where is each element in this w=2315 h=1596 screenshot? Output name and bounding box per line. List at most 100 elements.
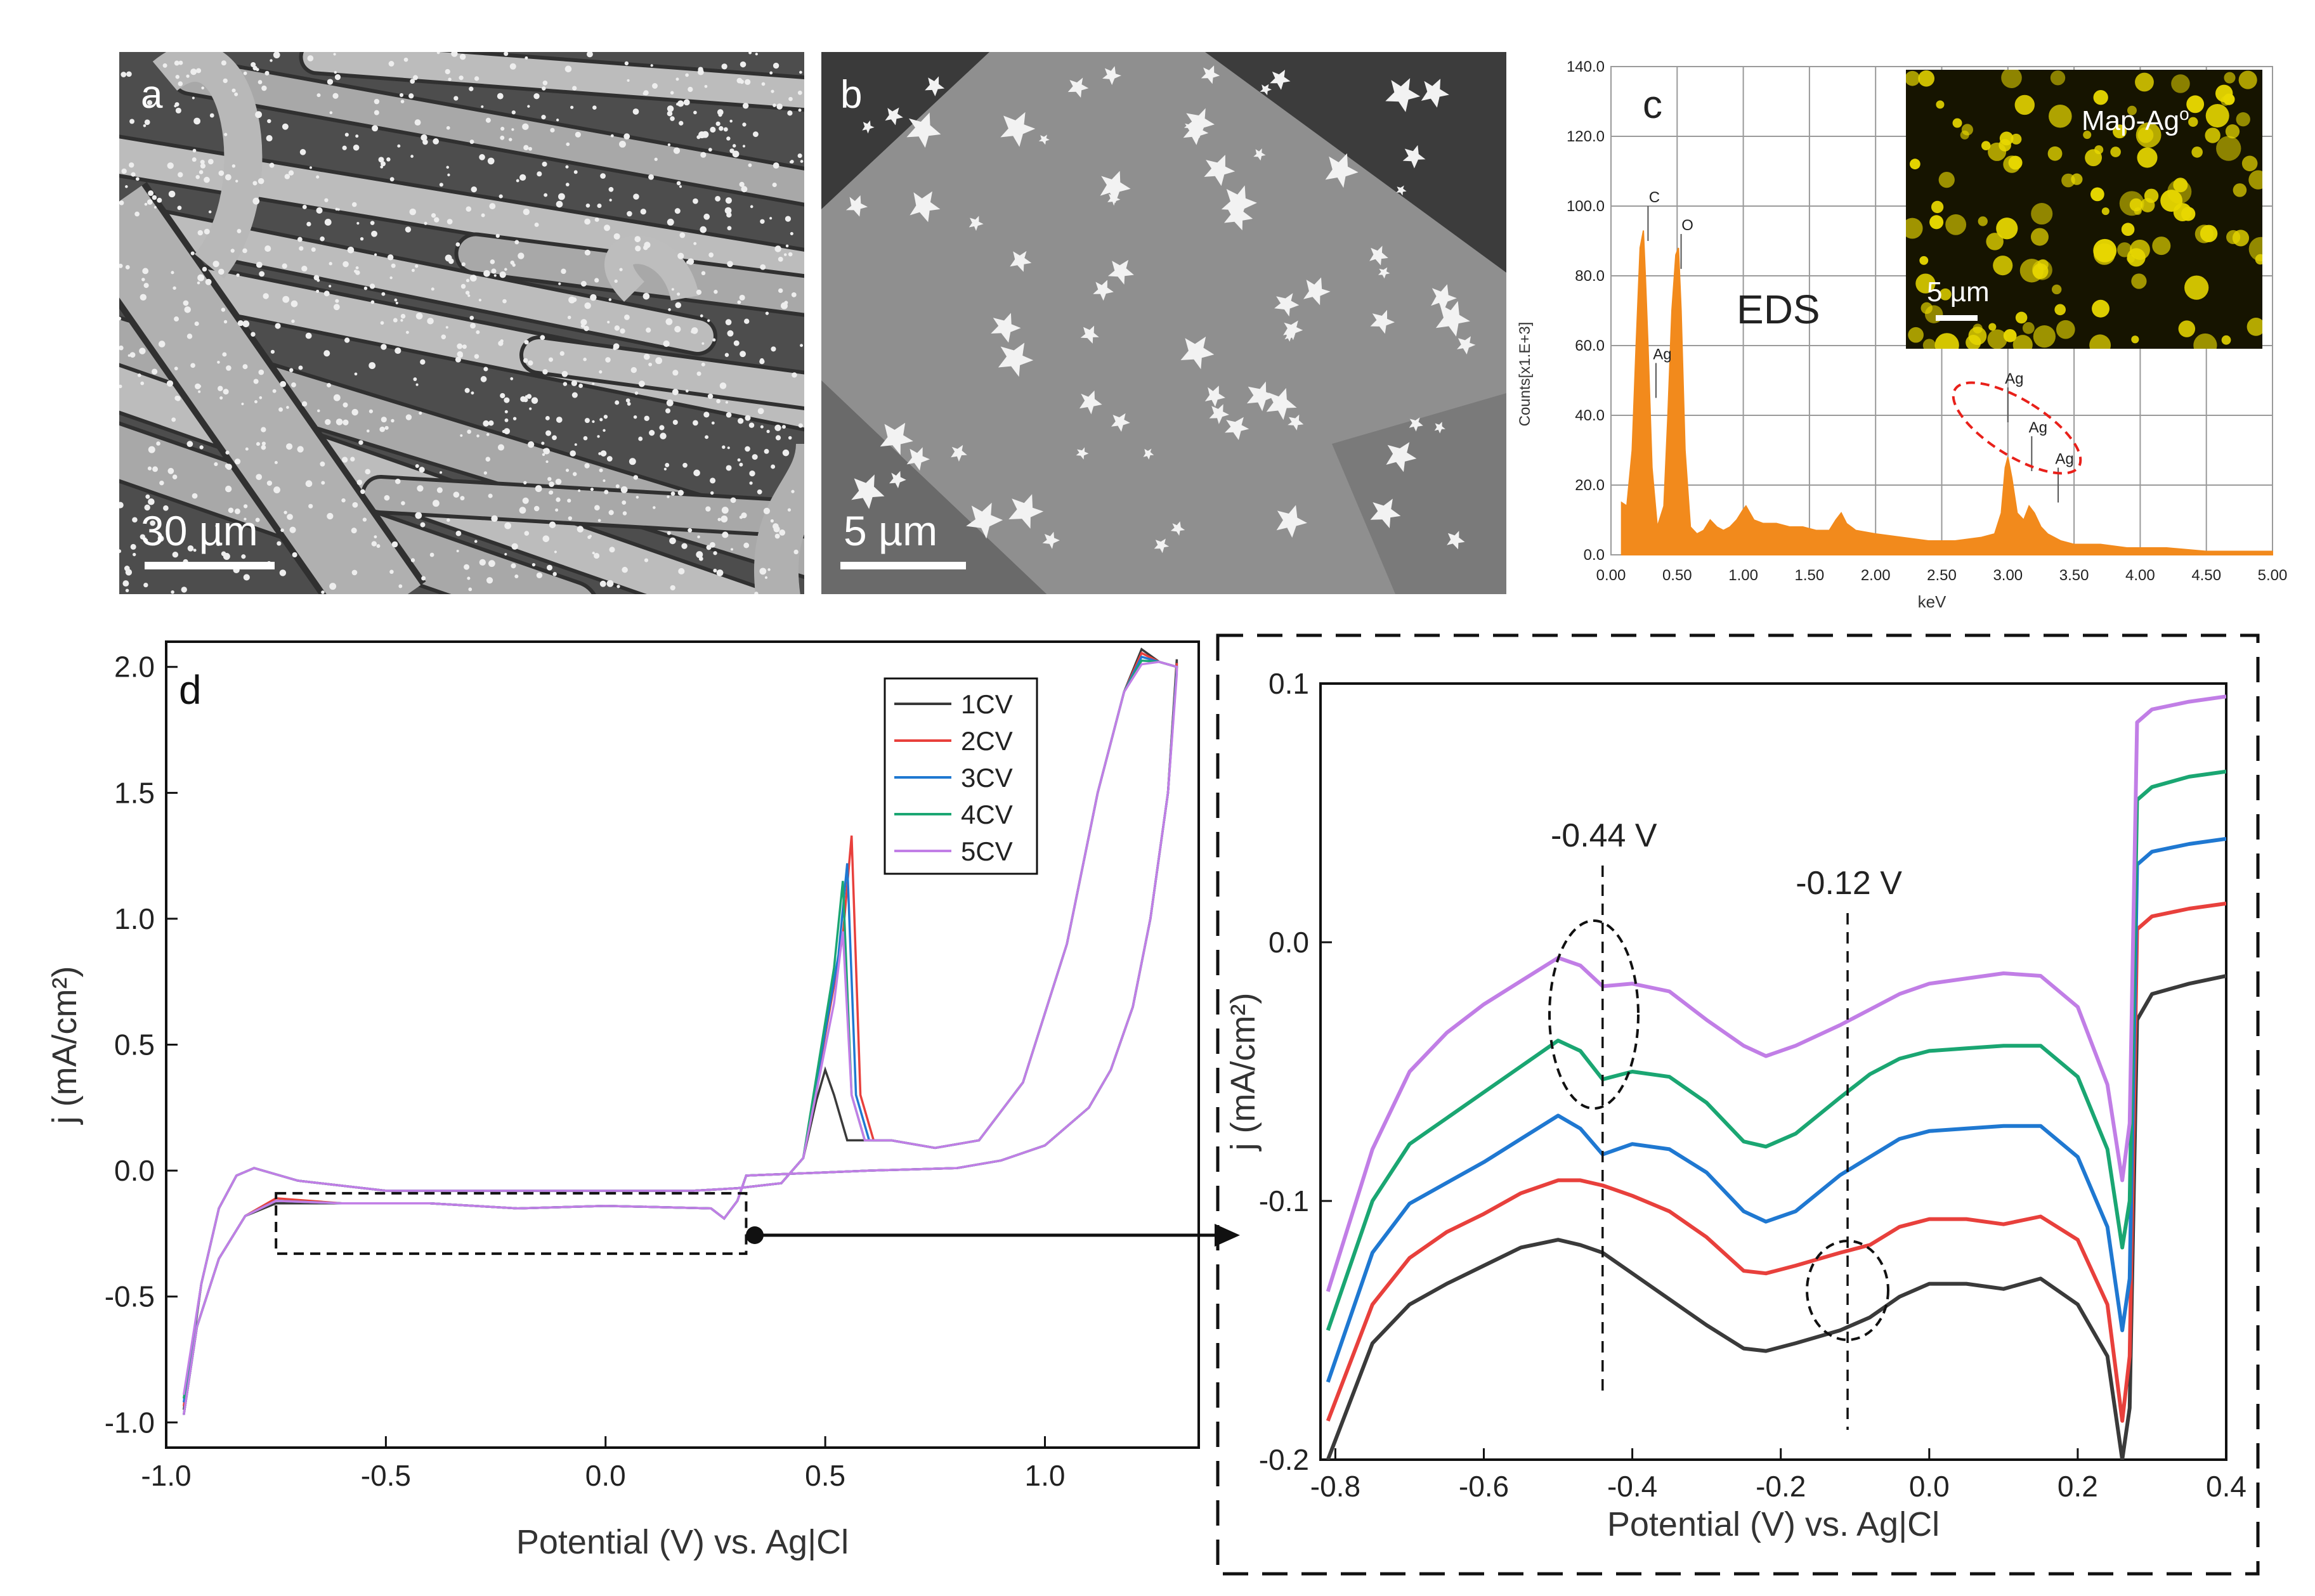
ag-map-dot <box>2037 259 2049 271</box>
particle <box>667 495 670 498</box>
particle <box>374 110 379 115</box>
cv-zoom-x-tick-label: -0.4 <box>1607 1470 1657 1503</box>
particle <box>590 488 594 491</box>
particle <box>726 465 732 471</box>
particle <box>208 210 212 214</box>
particle <box>403 57 408 62</box>
map-ag-dots <box>1906 70 2262 349</box>
particle <box>381 417 387 423</box>
ag-flake <box>906 112 941 148</box>
particle <box>362 517 367 522</box>
cv-zoom-x-tick-label: 0.2 <box>2057 1470 2098 1503</box>
particle <box>153 205 157 209</box>
particle <box>219 396 223 400</box>
particle <box>736 77 743 84</box>
particle <box>642 292 650 300</box>
particle <box>342 145 347 150</box>
ag-map-dot <box>1934 333 1959 349</box>
particle <box>729 148 734 153</box>
particle <box>504 397 510 403</box>
particle <box>351 528 357 534</box>
particle <box>173 286 176 290</box>
particle <box>134 211 140 217</box>
particle <box>132 517 138 523</box>
particle <box>500 339 504 343</box>
particle <box>504 428 511 434</box>
particle <box>497 93 504 100</box>
particle <box>655 357 663 365</box>
ag-map-dot <box>2255 254 2262 265</box>
particle <box>760 219 765 224</box>
particle <box>279 569 287 576</box>
particle <box>696 289 702 295</box>
particle <box>466 278 470 283</box>
cv-series-5CV <box>182 661 1178 1415</box>
particle <box>329 111 333 115</box>
particle <box>565 469 570 472</box>
particle <box>174 316 179 322</box>
particle <box>708 148 712 152</box>
ag-flake <box>998 342 1034 377</box>
particle <box>577 526 584 533</box>
particle <box>705 435 709 439</box>
particle <box>355 134 359 138</box>
particle <box>531 562 536 567</box>
particle <box>769 71 773 75</box>
particle <box>234 458 241 465</box>
particle <box>140 294 147 301</box>
particle <box>665 318 673 325</box>
particle <box>670 116 675 121</box>
particle <box>773 103 776 107</box>
particle <box>451 52 458 57</box>
particle <box>321 590 325 594</box>
particle <box>352 502 358 508</box>
legend-label-4CV: 4CV <box>961 800 1013 829</box>
particle <box>483 269 490 277</box>
particle <box>413 377 417 381</box>
ag-map-dot <box>1952 118 1962 128</box>
particle <box>316 409 320 413</box>
particle <box>469 139 474 144</box>
particle <box>381 344 387 350</box>
ag-map-dot <box>2033 325 2056 348</box>
particle <box>545 416 550 420</box>
particle <box>485 117 491 123</box>
particle <box>143 124 147 127</box>
particle <box>749 470 755 477</box>
particle <box>119 384 122 389</box>
particle <box>648 174 654 180</box>
particle <box>232 88 236 93</box>
ag-flake <box>1402 145 1426 169</box>
particle <box>305 332 312 339</box>
particle <box>668 308 671 311</box>
particle <box>405 330 409 334</box>
particle <box>230 249 235 253</box>
particle <box>615 484 620 488</box>
particle <box>703 412 710 418</box>
cv-zoom-frame <box>1319 682 2227 1461</box>
particle <box>487 157 495 165</box>
particle <box>481 213 485 217</box>
particle <box>691 330 694 334</box>
ag-flake <box>1270 70 1291 90</box>
particle <box>567 498 571 503</box>
ag-map-dot <box>1909 159 1920 170</box>
eds-tick-labels: 0.00 0.50 1.00 1.50 2.00 2.50 3.00 3.50 4.00 4.50… <box>1567 58 2287 584</box>
particle <box>638 380 645 387</box>
cv-full-ticks: -1.0 -0.5 0.0 0.5 1.0 -1.0 -0.5 0.0 0.5 1.0 1.5 2.0 <box>105 651 1066 1492</box>
cv-full-y-tick-label: 1.0 <box>114 902 155 935</box>
particle <box>491 268 497 274</box>
particle <box>760 425 764 429</box>
ag-flake <box>906 447 930 471</box>
particle <box>677 252 684 259</box>
particle <box>178 60 183 65</box>
ag-map-dot <box>2184 275 2209 300</box>
particle <box>704 84 708 88</box>
particle <box>594 505 600 511</box>
particle <box>725 197 732 204</box>
particle <box>542 80 548 86</box>
particle <box>642 92 646 95</box>
ag-flake <box>1283 320 1303 341</box>
particle <box>686 260 690 264</box>
particle <box>800 160 804 163</box>
